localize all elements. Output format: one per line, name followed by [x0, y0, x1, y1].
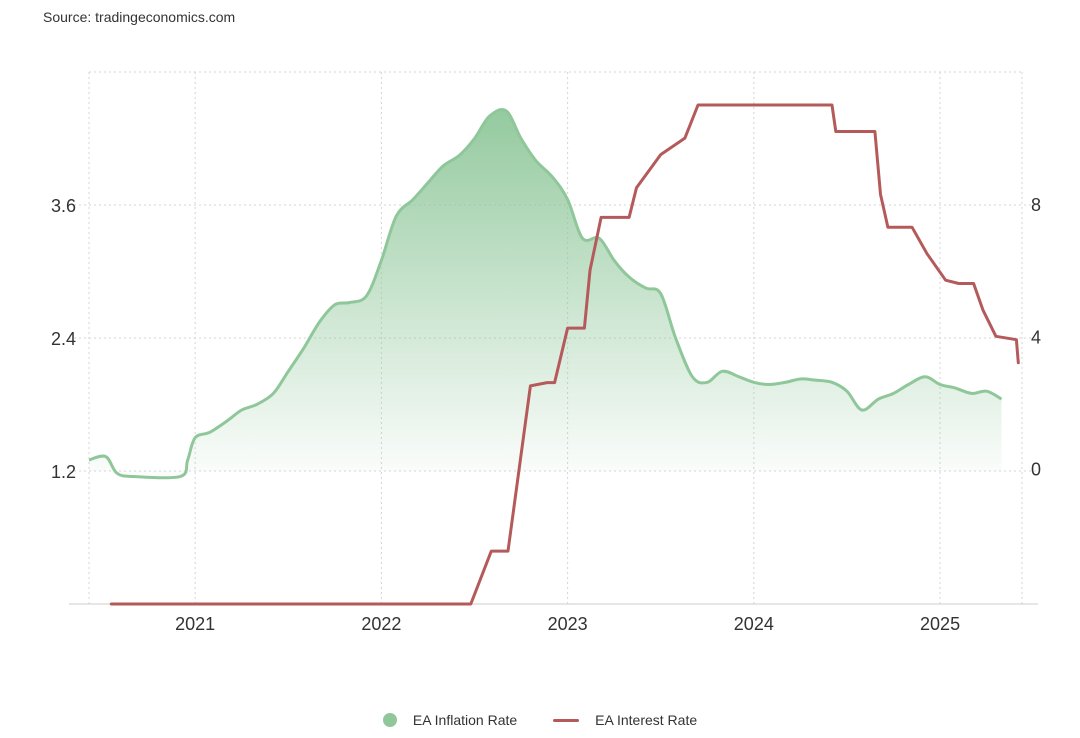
y-right-tick-label: 0	[1031, 460, 1041, 480]
legend: EA Inflation Rate EA Interest Rate	[0, 712, 1080, 728]
plot-area	[88, 103, 1020, 606]
y-left-tick-label: 1.2	[51, 462, 76, 482]
x-tick-label: 2021	[175, 614, 215, 634]
inflation-line	[88, 107, 1003, 480]
interest-line	[109, 103, 1020, 606]
legend-item-interest[interactable]: EA Interest Rate	[553, 712, 697, 728]
y-left-tick-label: 2.4	[51, 329, 76, 349]
legend-inflation-label: EA Inflation Rate	[412, 712, 518, 728]
inflation-area	[89, 109, 1002, 478]
legend-interest-label: EA Interest Rate	[595, 712, 698, 728]
y-right-tick-label: 4	[1031, 327, 1041, 347]
y-right-tick-label: 8	[1031, 195, 1041, 215]
axes: 1.2 2.4 3.6 0 4 8 2021 2022 2023 2024 2025	[51, 195, 1041, 634]
x-tick-label: 2023	[548, 614, 588, 634]
legend-inflation-marker	[382, 713, 397, 727]
x-tick-label: 2025	[920, 614, 960, 634]
source-note: Source: tradingeconomics.com	[43, 9, 236, 25]
legend-interest-marker	[553, 718, 580, 722]
x-tick-label: 2024	[734, 614, 774, 634]
x-tick-label: 2022	[361, 614, 401, 634]
legend-item-inflation[interactable]: EA Inflation Rate	[382, 712, 518, 728]
y-left-tick-label: 3.6	[51, 196, 76, 216]
